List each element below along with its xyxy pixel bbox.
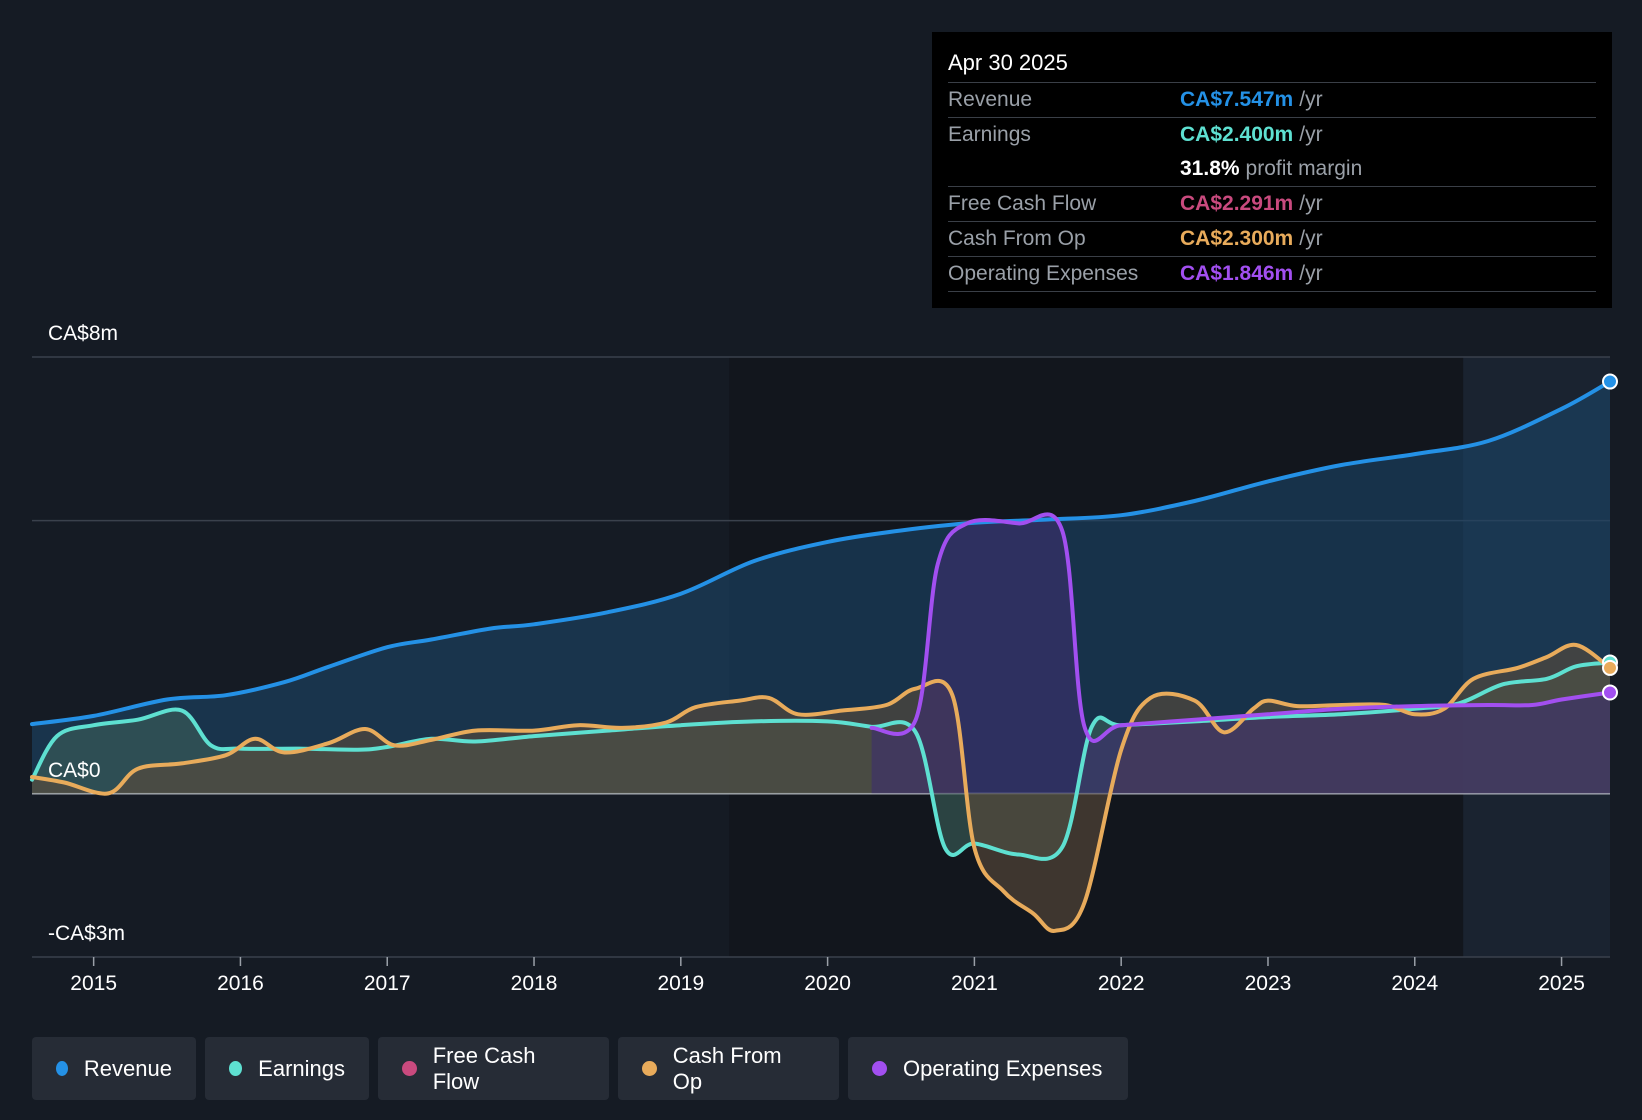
legend-item-free-cash-flow[interactable]: Free Cash Flow	[378, 1037, 609, 1100]
legend-item-revenue[interactable]: Revenue	[32, 1037, 196, 1100]
revenue-line	[30, 379, 1612, 727]
tooltip-value: CA$1.846m	[1180, 262, 1294, 285]
tooltip-label: Revenue	[948, 88, 1033, 111]
tooltip-unit: /yr	[1299, 192, 1323, 215]
x-tick-label: 2022	[1098, 972, 1145, 995]
tooltip-row-fcf: Free Cash Flow CA$2.291m /yr	[948, 187, 1596, 222]
revenue-end-marker	[1602, 373, 1618, 390]
tooltip-row-opex: Operating Expenses CA$1.846m /yr	[948, 257, 1596, 292]
operating-expenses-end-marker	[1602, 684, 1618, 701]
x-tick-label: 2025	[1538, 972, 1585, 995]
legend-label: Revenue	[83, 1055, 172, 1081]
x-tick-label: 2016	[217, 972, 264, 995]
x-tick-label: 2020	[804, 972, 851, 995]
earnings-dot-icon	[229, 1061, 243, 1076]
cash-from-op-area	[32, 644, 1610, 931]
x-tick-label: 2017	[364, 972, 411, 995]
tooltip-label	[948, 152, 1180, 186]
fcf-dot-icon	[402, 1061, 417, 1076]
tooltip-label: Free Cash Flow	[948, 192, 1097, 215]
legend-item-operating-expenses[interactable]: Operating Expenses	[848, 1037, 1128, 1100]
tooltip-unit: /yr	[1299, 123, 1323, 146]
operating-expenses-area	[871, 514, 1610, 794]
revenue-dot-icon	[56, 1061, 68, 1076]
y-label-zero: CA$0	[48, 759, 101, 782]
operating-expenses-line	[869, 512, 1612, 743]
revenue-area	[32, 381, 1610, 794]
legend-label: Earnings	[258, 1055, 345, 1081]
tooltip-row-revenue: Revenue CA$7.547m /yr	[948, 83, 1596, 118]
tooltip-row-earnings: Earnings CA$2.400m /yr	[948, 118, 1596, 152]
tooltip-panel: Apr 30 2025 Revenue CA$7.547m /yr Earnin…	[932, 32, 1612, 308]
x-tick-label: 2024	[1391, 972, 1438, 995]
tooltip-unit: /yr	[1299, 88, 1323, 111]
tooltip-value: CA$2.291m	[1180, 192, 1294, 215]
legend-label: Cash From Op	[672, 1042, 782, 1094]
x-tick-label: 2019	[657, 972, 704, 995]
x-tick-label: 2018	[511, 972, 558, 995]
tooltip-label: Earnings	[948, 123, 1031, 146]
x-tick-label: 2023	[1245, 972, 1292, 995]
tooltip-label: Cash From Op	[948, 227, 1086, 250]
y-label-bottom: -CA$3m	[48, 922, 125, 945]
tooltip-unit: profit margin	[1245, 157, 1363, 180]
x-tick-label: 2015	[70, 972, 117, 995]
cfo-dot-icon	[642, 1061, 657, 1076]
tooltip-row-margin: 31.8% profit margin	[948, 152, 1596, 187]
x-tick-label: 2021	[951, 972, 998, 995]
legend-label: Free Cash Flow	[432, 1042, 536, 1094]
legend-item-earnings[interactable]: Earnings	[205, 1037, 369, 1100]
tooltip-value: CA$7.547m	[1180, 88, 1294, 111]
tooltip-value: CA$2.300m	[1180, 227, 1294, 250]
legend: Revenue Earnings Free Cash Flow Cash Fro…	[32, 1037, 1128, 1100]
y-label-top: CA$8m	[48, 322, 118, 345]
legend-label: Operating Expenses	[903, 1055, 1103, 1081]
tooltip-unit: /yr	[1299, 262, 1323, 285]
opex-dot-icon	[872, 1061, 887, 1076]
cash-from-op-line	[30, 642, 1612, 933]
cash-from-op-end-marker	[1602, 659, 1618, 676]
tooltip-unit: /yr	[1299, 227, 1323, 250]
tooltip-value: CA$2.400m	[1180, 123, 1294, 146]
tooltip-date: Apr 30 2025	[948, 46, 1596, 83]
legend-item-cash-from-op[interactable]: Cash From Op	[618, 1037, 839, 1100]
tooltip-label: Operating Expenses	[948, 262, 1139, 285]
tooltip-row-cfo: Cash From Op CA$2.300m /yr	[948, 222, 1596, 257]
tooltip-value: 31.8%	[1180, 157, 1240, 180]
